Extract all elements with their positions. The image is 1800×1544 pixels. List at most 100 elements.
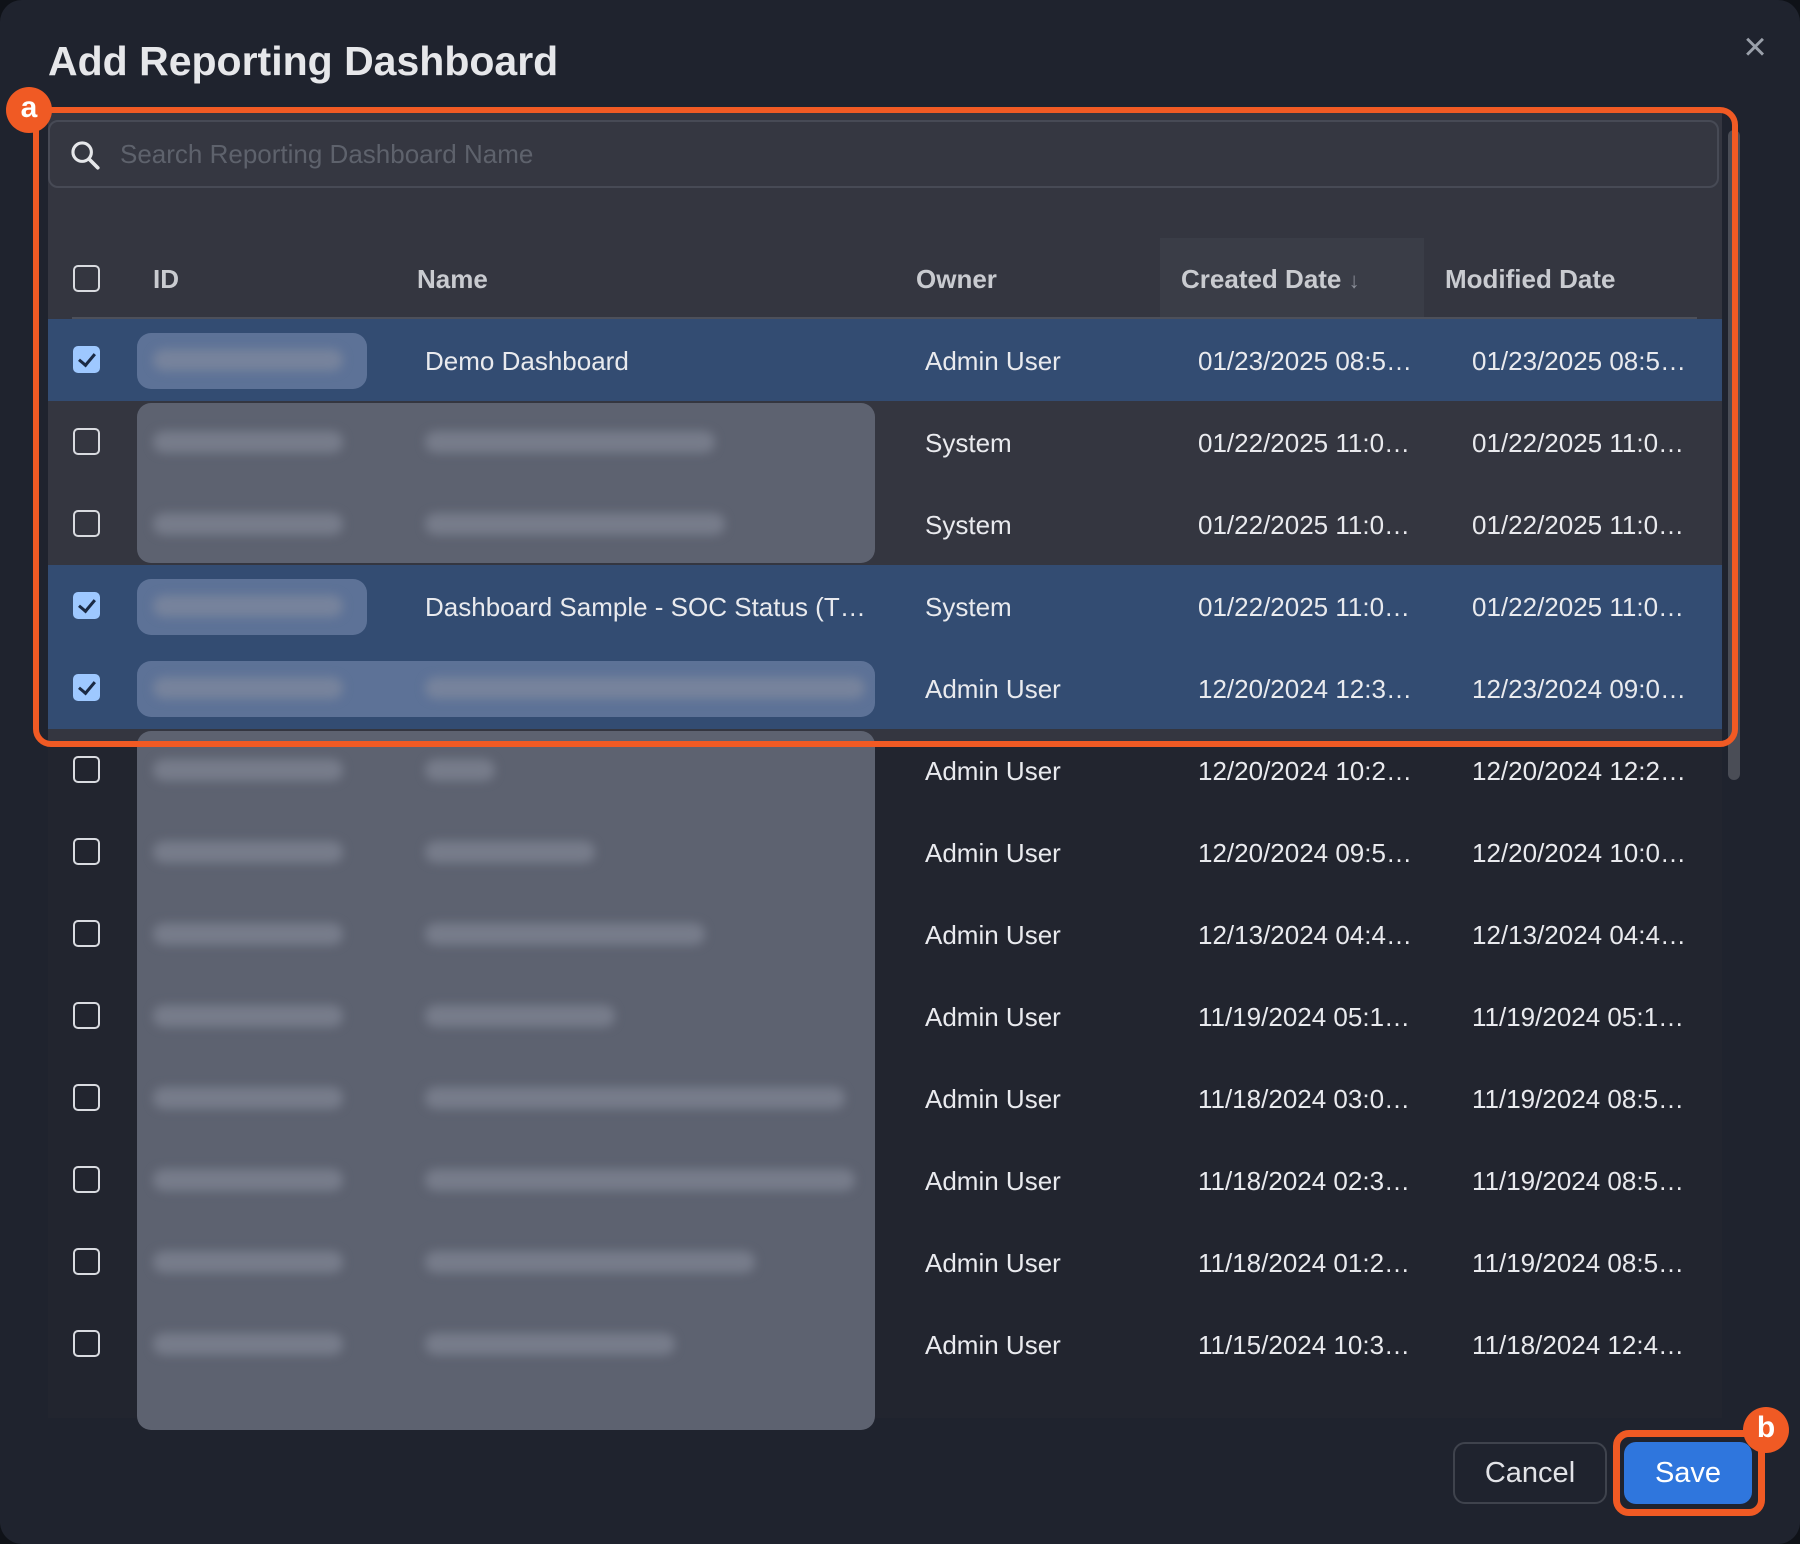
row-modified-date: 12/13/2024 04:4… — [1472, 920, 1686, 950]
row-modified-date: 12/23/2024 09:0… — [1472, 674, 1686, 704]
row-owner: Admin User — [925, 1084, 1061, 1114]
row-checkbox[interactable] — [73, 1084, 100, 1111]
redacted-name-text — [425, 1251, 755, 1273]
row-modified-date: 01/22/2025 11:0… — [1472, 510, 1685, 540]
row-checkbox[interactable] — [73, 592, 100, 619]
table-row[interactable]: Admin User 12/13/2024 04:4… 12/13/2024 04:… — [48, 893, 1722, 975]
select-all-checkbox[interactable] — [73, 265, 100, 292]
row-checkbox[interactable] — [73, 674, 100, 701]
redacted-id-text — [153, 841, 343, 863]
dialog-title: Add Reporting Dashboard — [48, 38, 559, 84]
redacted-id-text — [153, 349, 343, 371]
redacted-id-text — [153, 1169, 343, 1191]
search-icon — [71, 141, 100, 170]
redacted-id-text — [153, 923, 343, 945]
redacted-id-text — [153, 1087, 343, 1109]
redacted-id-text — [153, 595, 343, 617]
row-name: Demo Dashboard — [425, 346, 629, 376]
table-row[interactable]: Admin User 11/18/2024 02:3… 11/19/2024 08:… — [48, 1139, 1722, 1221]
table-row[interactable]: Admin User 11/15/2024 10:3… 11/18/2024 12:… — [48, 1303, 1722, 1385]
row-created-date: 11/15/2024 10:3… — [1198, 1330, 1411, 1360]
row-checkbox[interactable] — [73, 920, 100, 947]
redacted-name-text — [425, 513, 725, 535]
row-modified-date: 11/18/2024 12:4… — [1472, 1330, 1685, 1360]
row-name: Dashboard Sample - SOC Status (T… — [425, 592, 866, 622]
row-checkbox[interactable] — [73, 510, 100, 537]
row-owner: Admin User — [925, 1330, 1061, 1360]
row-owner: Admin User — [925, 756, 1061, 786]
search-input[interactable] — [120, 122, 1700, 186]
redacted-name-text — [425, 759, 495, 781]
table-row[interactable]: Dashboard Sample - SOC Status (T… System 0… — [48, 565, 1722, 647]
row-owner: Admin User — [925, 346, 1061, 376]
created-date-label: Created Date — [1181, 264, 1342, 294]
redacted-id-text — [153, 1333, 343, 1355]
redacted-id-text — [153, 513, 343, 535]
column-header-id[interactable]: ID — [153, 264, 179, 294]
scrollbar[interactable] — [1728, 130, 1740, 780]
close-icon[interactable]: × — [1743, 25, 1767, 69]
column-header-created-date[interactable]: Created Date ↓ — [1181, 264, 1360, 295]
row-modified-date: 11/19/2024 08:5… — [1472, 1248, 1685, 1278]
row-created-date: 11/19/2024 05:1… — [1198, 1002, 1411, 1032]
redacted-name-text — [425, 1005, 615, 1027]
row-modified-date: 12/20/2024 12:2… — [1472, 756, 1686, 786]
redacted-block — [137, 403, 875, 563]
sorted-column-bg — [1160, 238, 1424, 318]
redacted-name-text — [425, 1087, 845, 1109]
table-row[interactable]: Admin User 12/20/2024 09:5… 12/20/2024 10:… — [48, 811, 1722, 893]
row-owner: Admin User — [925, 838, 1061, 868]
row-created-date: 11/18/2024 02:3… — [1198, 1166, 1411, 1196]
row-owner: System — [925, 428, 1012, 458]
row-checkbox[interactable] — [73, 428, 100, 455]
table-row[interactable]: Admin User 11/19/2024 05:1… 11/19/2024 05:… — [48, 975, 1722, 1057]
redacted-id-text — [153, 1251, 343, 1273]
row-modified-date: 11/19/2024 08:5… — [1472, 1084, 1685, 1114]
redacted-name-text — [425, 1169, 855, 1191]
row-checkbox[interactable] — [73, 1002, 100, 1029]
table-row[interactable]: System 01/22/2025 11:0… 01/22/2025 11:0… — [48, 483, 1722, 565]
table-row[interactable]: Admin User 12/20/2024 12:3… 12/23/2024 09:… — [48, 647, 1722, 729]
annotation-badge-b: b — [1743, 1407, 1789, 1453]
row-checkbox[interactable] — [73, 1248, 100, 1275]
row-created-date: 01/23/2025 08:5… — [1198, 346, 1412, 376]
row-owner: Admin User — [925, 1166, 1061, 1196]
row-created-date: 12/20/2024 12:3… — [1198, 674, 1412, 704]
table-row[interactable]: System 01/22/2025 11:0… 01/22/2025 11:0… — [48, 401, 1722, 483]
row-created-date: 12/13/2024 04:4… — [1198, 920, 1412, 950]
column-header-owner[interactable]: Owner — [916, 264, 997, 294]
row-checkbox[interactable] — [73, 346, 100, 373]
row-modified-date: 01/22/2025 11:0… — [1472, 592, 1685, 622]
search-field[interactable] — [48, 120, 1719, 188]
column-header-modified-date[interactable]: Modified Date — [1445, 264, 1616, 294]
table-row[interactable]: Admin User 11/18/2024 03:0… 11/19/2024 08:… — [48, 1057, 1722, 1139]
row-modified-date: 12/20/2024 10:0… — [1472, 838, 1686, 868]
save-button[interactable]: Save — [1624, 1442, 1752, 1504]
row-owner: Admin User — [925, 920, 1061, 950]
redacted-name-text — [425, 841, 595, 863]
row-checkbox[interactable] — [73, 1166, 100, 1193]
annotation-badge-a: a — [6, 87, 52, 133]
table-row[interactable]: Admin User 11/18/2024 01:2… 11/19/2024 08:… — [48, 1221, 1722, 1303]
header-divider — [72, 317, 1697, 319]
row-created-date: 12/20/2024 10:2… — [1198, 756, 1412, 786]
row-owner: System — [925, 592, 1012, 622]
row-owner: Admin User — [925, 1248, 1061, 1278]
row-checkbox[interactable] — [73, 838, 100, 865]
row-checkbox[interactable] — [73, 756, 100, 783]
column-header-name[interactable]: Name — [417, 264, 488, 294]
row-owner: Admin User — [925, 1002, 1061, 1032]
table-header: ID Name Owner Created Date ↓ Modified Da… — [48, 238, 1698, 318]
cancel-button[interactable]: Cancel — [1453, 1442, 1607, 1504]
row-checkbox[interactable] — [73, 1330, 100, 1357]
redacted-id-text — [153, 431, 343, 453]
row-modified-date: 11/19/2024 05:1… — [1472, 1002, 1685, 1032]
redacted-name-text — [425, 677, 865, 699]
table-row[interactable]: Admin User 12/20/2024 10:2… 12/20/2024 12:… — [48, 729, 1722, 811]
row-owner: Admin User — [925, 674, 1061, 704]
redacted-name-text — [425, 1333, 675, 1355]
redacted-id-text — [153, 677, 343, 699]
row-created-date: 01/22/2025 11:0… — [1198, 510, 1411, 540]
table-row[interactable]: Demo Dashboard Admin User 01/23/2025 08:5…… — [48, 319, 1722, 401]
row-created-date: 12/20/2024 09:5… — [1198, 838, 1412, 868]
